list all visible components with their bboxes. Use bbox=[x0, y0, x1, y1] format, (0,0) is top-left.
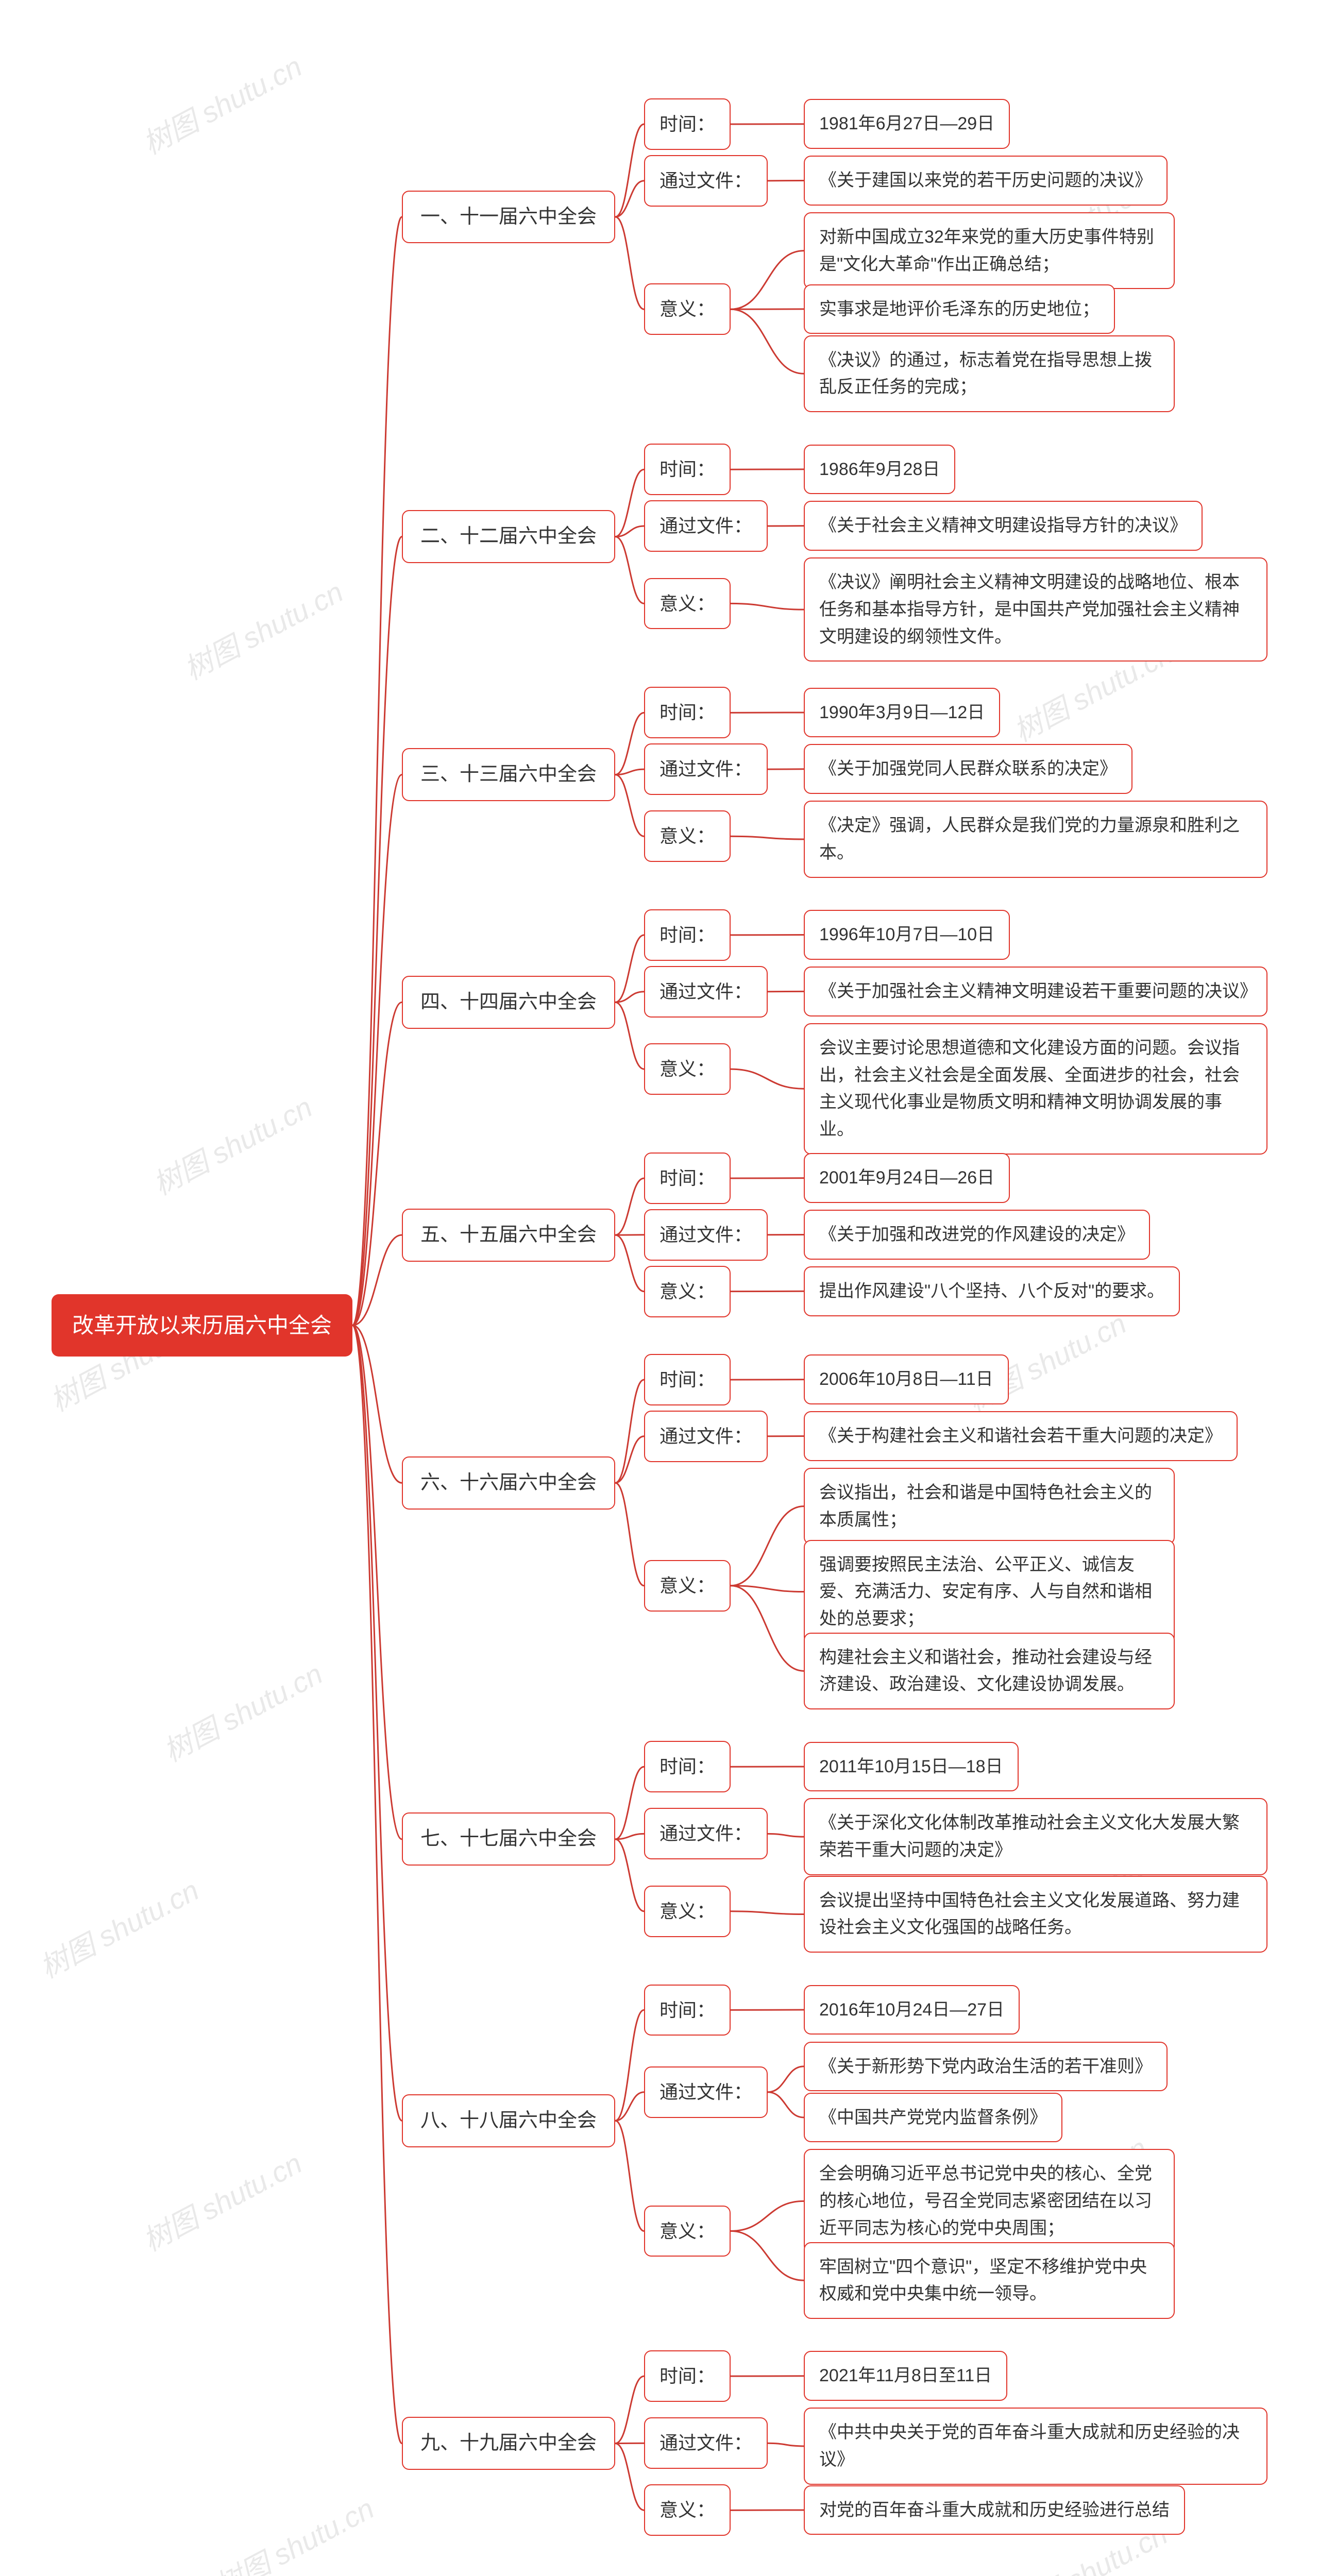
value-node: 《决议》的通过，标志着党在指导思想上拨乱反正任务的完成； bbox=[804, 335, 1175, 412]
field-label: 意义： bbox=[644, 1886, 731, 1937]
value-node: 《关于社会主义精神文明建设指导方针的决议》 bbox=[804, 501, 1203, 551]
field-label: 通过文件： bbox=[644, 2417, 768, 2469]
field-label: 意义： bbox=[644, 1043, 731, 1095]
field-label: 时间： bbox=[644, 1985, 731, 2036]
topic-node: 七、十七届六中全会 bbox=[402, 1812, 615, 1866]
watermark: 树图 shutu.cn bbox=[155, 1651, 329, 1770]
field-label: 通过文件： bbox=[644, 743, 768, 795]
watermark: 树图 shutu.cn bbox=[31, 1868, 206, 1987]
topic-node: 六、十六届六中全会 bbox=[402, 1456, 615, 1510]
value-node: 《中共中央关于党的百年奋斗重大成就和历史经验的决议》 bbox=[804, 2408, 1267, 2484]
watermark: 树图 shutu.cn bbox=[134, 2141, 309, 2260]
value-node: 全会明确习近平总书记党中央的核心、全党的核心地位，号召全党同志紧密团结在以习近平… bbox=[804, 2149, 1175, 2253]
value-node: 《关于加强和改进党的作风建设的决定》 bbox=[804, 1210, 1150, 1260]
topic-node: 四、十四届六中全会 bbox=[402, 976, 615, 1029]
value-node: 2016年10月24日—27日 bbox=[804, 1985, 1020, 2035]
field-label: 时间： bbox=[644, 1741, 731, 1792]
topic-node: 一、十一届六中全会 bbox=[402, 191, 615, 244]
field-label: 通过文件： bbox=[644, 966, 768, 1018]
field-label: 时间： bbox=[644, 1153, 731, 1204]
watermark: 树图 shutu.cn bbox=[145, 1084, 319, 1204]
value-node: 《决定》强调，人民群众是我们党的力量源泉和胜利之本。 bbox=[804, 801, 1267, 877]
topic-node: 九、十九届六中全会 bbox=[402, 2417, 615, 2470]
value-node: 《关于深化文化体制改革推动社会主义文化大发展大繁荣若干重大问题的决定》 bbox=[804, 1798, 1267, 1875]
value-node: 《关于构建社会主义和谐社会若干重大问题的决定》 bbox=[804, 1411, 1238, 1461]
value-node: 会议提出坚持中国特色社会主义文化发展道路、努力建设社会主义文化强国的战略任务。 bbox=[804, 1876, 1267, 1953]
field-label: 通过文件： bbox=[644, 1411, 768, 1462]
value-node: 会议主要讨论思想道德和文化建设方面的问题。会议指出，社会主义社会是全面发展、全面… bbox=[804, 1023, 1267, 1155]
watermark: 树图 shutu.cn bbox=[176, 569, 350, 688]
value-node: 牢固树立"四个意识"，坚定不移维护党中央权威和党中央集中统一领导。 bbox=[804, 2242, 1175, 2319]
value-node: 对新中国成立32年来党的重大历史事件特别是"文化大革命"作出正确总结； bbox=[804, 212, 1175, 289]
value-node: 2001年9月24日—26日 bbox=[804, 1153, 1010, 1203]
value-node: 1981年6月27日—29日 bbox=[804, 99, 1010, 149]
field-label: 意义： bbox=[644, 2484, 731, 2536]
value-node: 1996年10月7日—10日 bbox=[804, 910, 1010, 960]
field-label: 通过文件： bbox=[644, 1808, 768, 1859]
field-label: 通过文件： bbox=[644, 1209, 768, 1261]
field-label: 通过文件： bbox=[644, 500, 768, 552]
field-label: 时间： bbox=[644, 444, 731, 495]
value-node: 2011年10月15日—18日 bbox=[804, 1742, 1019, 1792]
value-node: 《决议》阐明社会主义精神文明建设的战略地位、根本任务和基本指导方针，是中国共产党… bbox=[804, 557, 1267, 662]
field-label: 时间： bbox=[644, 2350, 731, 2402]
field-label: 意义： bbox=[644, 283, 731, 335]
value-node: 2021年11月8日至11日 bbox=[804, 2351, 1007, 2401]
field-label: 时间： bbox=[644, 687, 731, 738]
field-label: 通过文件： bbox=[644, 155, 768, 207]
topic-node: 五、十五届六中全会 bbox=[402, 1209, 615, 1262]
value-node: 会议指出，社会和谐是中国特色社会主义的本质属性； bbox=[804, 1468, 1175, 1545]
root-node: 改革开放以来历届六中全会 bbox=[52, 1294, 352, 1357]
value-node: 提出作风建设"八个坚持、八个反对"的要求。 bbox=[804, 1266, 1180, 1316]
value-node: 对党的百年奋斗重大成就和历史经验进行总结 bbox=[804, 2485, 1185, 2535]
value-node: 《关于加强党同人民群众联系的决定》 bbox=[804, 744, 1132, 794]
field-label: 意义： bbox=[644, 1266, 731, 1317]
field-label: 意义： bbox=[644, 1560, 731, 1612]
field-label: 意义： bbox=[644, 578, 731, 630]
value-node: 1986年9月28日 bbox=[804, 445, 955, 495]
field-label: 时间： bbox=[644, 98, 731, 150]
topic-node: 八、十八届六中全会 bbox=[402, 2094, 615, 2147]
topic-node: 二、十二届六中全会 bbox=[402, 510, 615, 563]
value-node: 《关于新形势下党内政治生活的若干准则》 bbox=[804, 2042, 1168, 2092]
watermark: 树图 shutu.cn bbox=[207, 2486, 381, 2576]
value-node: 《中国共产党党内监督条例》 bbox=[804, 2093, 1062, 2143]
topic-node: 三、十三届六中全会 bbox=[402, 748, 615, 801]
field-label: 意义： bbox=[644, 810, 731, 862]
value-node: 《关于建国以来党的若干历史问题的决议》 bbox=[804, 156, 1168, 206]
field-label: 时间： bbox=[644, 909, 731, 961]
value-node: 2006年10月8日—11日 bbox=[804, 1354, 1009, 1404]
field-label: 意义： bbox=[644, 2206, 731, 2257]
watermark: 树图 shutu.cn bbox=[134, 44, 309, 163]
field-label: 通过文件： bbox=[644, 2066, 768, 2118]
value-node: 1990年3月9日—12日 bbox=[804, 688, 1000, 738]
field-label: 时间： bbox=[644, 1354, 731, 1405]
value-node: 实事求是地评价毛泽东的历史地位； bbox=[804, 284, 1115, 334]
value-node: 《关于加强社会主义精神文明建设若干重要问题的决议》 bbox=[804, 967, 1267, 1016]
value-node: 构建社会主义和谐社会，推动社会建设与经济建设、政治建设、文化建设协调发展。 bbox=[804, 1633, 1175, 1709]
value-node: 强调要按照民主法治、公平正义、诚信友爱、充满活力、安定有序、人与自然和谐相处的总… bbox=[804, 1540, 1175, 1644]
